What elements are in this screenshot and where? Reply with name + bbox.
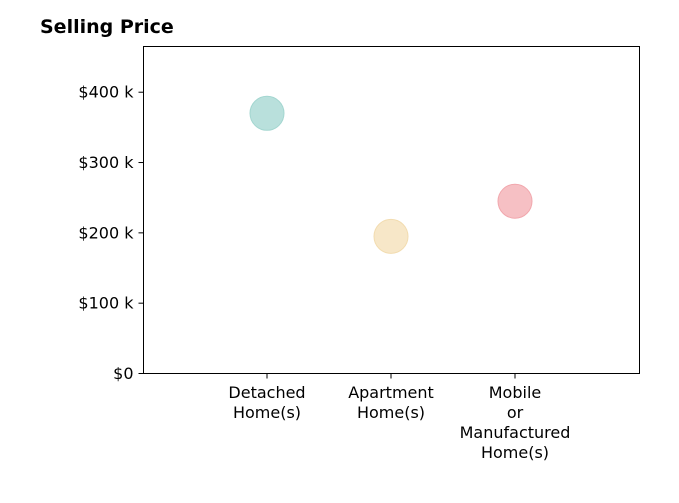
y-axis: $0 $100 k $200 k $300 k $400 k bbox=[78, 83, 144, 383]
x-axis: Detached Home(s)Apartment Home(s)Mobile or M… bbox=[228, 373, 571, 462]
y-tick-label: $400 k bbox=[78, 83, 134, 102]
x-tick-label-line: Home(s) bbox=[233, 403, 301, 422]
x-tick-label-line: or bbox=[507, 403, 524, 422]
data-points bbox=[249, 95, 533, 254]
x-tick-label: Mobile or Manufactured Home(s) bbox=[460, 383, 571, 462]
y-tick-label: $0 bbox=[113, 364, 133, 383]
y-tick-label: $100 k bbox=[78, 294, 134, 313]
x-tick-label-line: Home(s) bbox=[481, 443, 549, 462]
data-point-bubble bbox=[249, 95, 285, 131]
plot-area-frame bbox=[143, 46, 640, 374]
data-point-bubble bbox=[497, 183, 533, 219]
data-point-bubble bbox=[373, 218, 409, 254]
x-tick-label-line: Manufactured bbox=[460, 423, 571, 442]
x-tick-label: Apartment Home(s) bbox=[348, 383, 434, 422]
x-tick-label-line: Mobile bbox=[489, 383, 541, 402]
y-tick-label: $200 k bbox=[78, 223, 134, 242]
x-tick-label-line: Home(s) bbox=[357, 403, 425, 422]
x-tick-label-line: Detached bbox=[228, 383, 305, 402]
x-tick-label: Detached Home(s) bbox=[228, 383, 305, 422]
y-tick-label: $300 k bbox=[78, 153, 134, 172]
chart-title: Selling Price bbox=[40, 16, 174, 38]
x-tick-label-line: Apartment bbox=[348, 383, 434, 402]
